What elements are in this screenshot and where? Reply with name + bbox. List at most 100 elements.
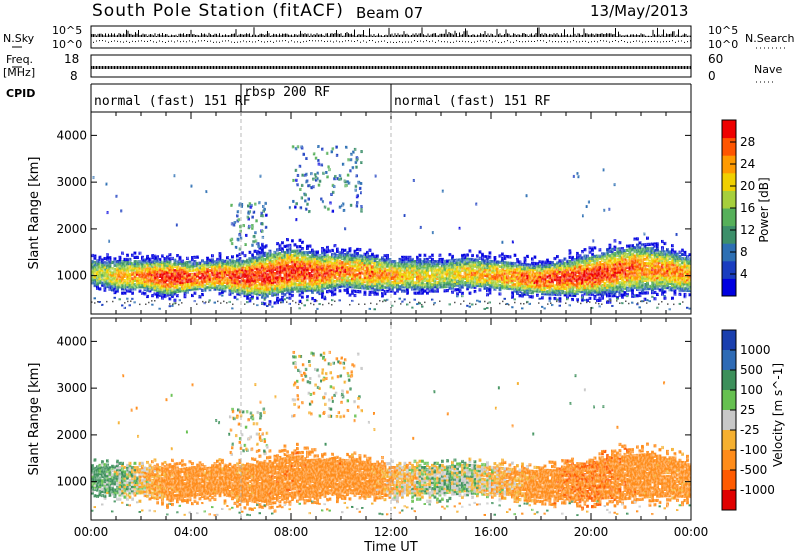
search-noise-point xyxy=(441,41,442,43)
search-noise-point xyxy=(375,41,376,43)
search-noise-point xyxy=(426,40,427,42)
search-noise-point xyxy=(624,41,625,43)
search-noise-point xyxy=(513,41,514,43)
search-noise-point xyxy=(402,41,403,43)
search-noise-point xyxy=(633,40,634,42)
search-noise-point xyxy=(690,40,691,42)
search-noise-point xyxy=(483,40,484,42)
search-noise-point xyxy=(138,40,139,42)
search-noise-point xyxy=(105,40,106,42)
search-noise-point xyxy=(387,41,388,43)
search-noise-point xyxy=(465,41,466,43)
search-noise-point xyxy=(501,41,502,43)
search-noise-point xyxy=(156,41,157,43)
search-noise-point xyxy=(333,41,334,43)
search-noise-point xyxy=(207,40,208,42)
search-noise-point xyxy=(261,41,262,43)
search-noise-point xyxy=(492,41,493,43)
search-noise-point xyxy=(462,40,463,42)
search-noise-point xyxy=(384,40,385,42)
beam-label: Beam 07 xyxy=(356,4,423,22)
search-noise-point xyxy=(117,40,118,42)
search-noise-point xyxy=(435,41,436,43)
search-noise-point xyxy=(543,40,544,42)
search-noise-point xyxy=(639,40,640,42)
search-noise-point xyxy=(366,41,367,43)
search-noise-point xyxy=(621,40,622,42)
search-noise-point xyxy=(507,40,508,42)
search-noise-point xyxy=(195,41,196,43)
search-noise-point xyxy=(357,40,358,42)
search-noise-point xyxy=(414,40,415,42)
search-noise-point xyxy=(132,40,133,42)
search-noise-point xyxy=(522,41,523,43)
search-noise-point xyxy=(540,40,541,42)
search-noise-point xyxy=(189,40,190,42)
cpid-segment-label: normal (fast) 151 RF xyxy=(94,94,251,109)
search-noise-point xyxy=(594,40,595,42)
search-noise-point xyxy=(147,40,148,42)
search-noise-point xyxy=(564,40,565,42)
search-noise-point xyxy=(348,40,349,42)
noise-tick-left-top: 10^5 xyxy=(52,24,82,37)
search-noise-point xyxy=(528,40,529,42)
nave-tick-top: 60 xyxy=(708,52,723,66)
nsky-label: N.Sky xyxy=(3,32,35,45)
search-noise-point xyxy=(183,40,184,42)
search-noise-point xyxy=(615,40,616,42)
search-noise-point xyxy=(654,40,655,42)
search-noise-point xyxy=(567,41,568,43)
search-noise-point xyxy=(678,40,679,42)
search-noise-point xyxy=(372,40,373,42)
search-noise-point xyxy=(102,40,103,42)
search-noise-point xyxy=(336,40,337,42)
search-noise-point xyxy=(618,41,619,43)
search-noise-point xyxy=(294,41,295,43)
search-noise-point xyxy=(114,40,115,42)
search-noise-point xyxy=(474,41,475,43)
search-noise-point xyxy=(549,40,550,42)
search-noise-point xyxy=(660,41,661,43)
search-noise-point xyxy=(246,41,247,43)
search-noise-point xyxy=(525,41,526,43)
search-noise-point xyxy=(252,41,253,43)
freq-label-line1: Freq. xyxy=(6,53,33,66)
search-noise-point xyxy=(588,41,589,43)
noise-series xyxy=(91,27,691,43)
search-noise-point xyxy=(627,41,628,43)
search-noise-point xyxy=(231,41,232,43)
search-noise-point xyxy=(243,40,244,42)
search-noise-point xyxy=(159,40,160,42)
search-noise-point xyxy=(597,41,598,43)
search-noise-point xyxy=(429,41,430,43)
search-noise-point xyxy=(663,41,664,43)
search-noise-point xyxy=(126,40,127,42)
search-noise-point xyxy=(675,41,676,43)
search-noise-point xyxy=(603,40,604,42)
search-noise-point xyxy=(234,41,235,43)
search-noise-point xyxy=(378,41,379,43)
search-noise-point xyxy=(534,41,535,43)
search-noise-point xyxy=(291,40,292,42)
search-noise-point xyxy=(198,40,199,42)
search-noise-point xyxy=(129,41,130,43)
search-noise-point xyxy=(321,40,322,42)
search-noise-point xyxy=(396,41,397,43)
search-noise-point xyxy=(282,40,283,42)
search-noise-point xyxy=(210,40,211,42)
search-noise-point xyxy=(480,40,481,42)
cpid-segment-label: normal (fast) 151 RF xyxy=(394,94,551,109)
search-noise-point xyxy=(609,41,610,43)
search-noise-point xyxy=(393,41,394,43)
search-noise-point xyxy=(546,41,547,43)
search-noise-point xyxy=(285,40,286,42)
search-noise-point xyxy=(381,40,382,42)
search-noise-point xyxy=(591,41,592,43)
search-noise-point xyxy=(438,40,439,42)
noise-tick-right-top: 10^5 xyxy=(708,24,738,37)
freq-label-line2: [MHz] xyxy=(3,66,35,79)
search-noise-point xyxy=(123,41,124,43)
search-noise-point xyxy=(177,40,178,42)
search-noise-point xyxy=(510,41,511,43)
